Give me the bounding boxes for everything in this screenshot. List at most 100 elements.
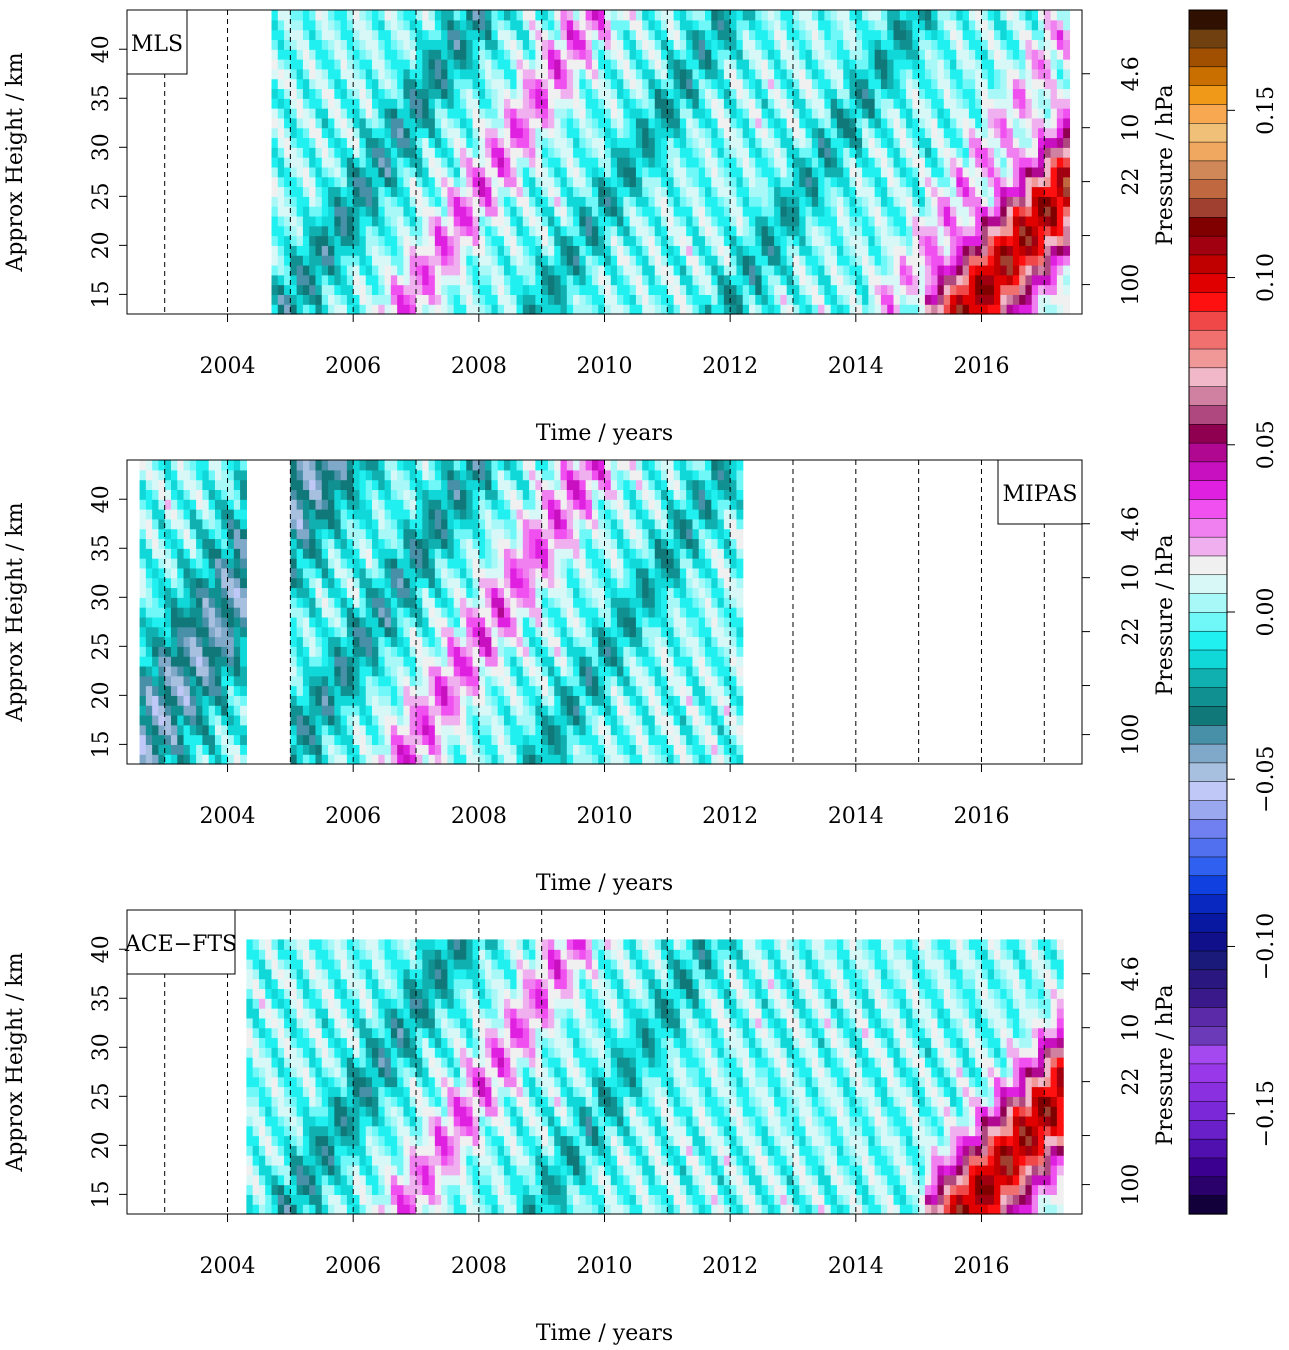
heatmap-cell [912,68,920,80]
heatmap-cell [422,304,430,315]
heatmap-cell [271,98,279,109]
heatmap-cell [749,157,756,168]
heatmap-cell [403,215,411,227]
heatmap-cell [962,274,970,286]
heatmap-cell [346,616,354,628]
heatmap-cell [365,147,373,158]
heatmap-cell [453,274,461,286]
heatmap-cell [384,675,392,687]
heatmap-cell [145,724,153,736]
heatmap-cell [227,548,235,559]
heatmap-cell [240,479,247,491]
heatmap-cell [227,509,235,520]
heatmap-cell [792,117,800,129]
heatmap-cell [629,19,637,31]
heatmap-cell [792,255,800,266]
heatmap-cell [811,304,819,315]
heatmap-cell [321,39,329,50]
heatmap-cell [654,127,662,139]
heatmap-cell [968,137,976,148]
heatmap-cell [170,479,178,491]
heatmap-cell [359,127,367,139]
heatmap-cell [943,127,951,139]
heatmap-cell [987,304,995,315]
heatmap-cell [353,284,361,295]
heatmap-cell [591,255,599,266]
heatmap-cell [497,19,505,31]
heatmap-cell [862,284,869,295]
heatmap-cell [573,98,580,109]
heatmap-cell [466,225,474,237]
heatmap-cell [315,607,323,618]
heatmap-cell [1000,147,1008,158]
heatmap-cell [849,264,857,276]
heatmap-cell [887,68,895,80]
heatmap-cell [353,108,361,119]
heatmap-cell [466,29,474,41]
heatmap-cell [1056,127,1064,139]
heatmap-cell [711,137,719,148]
heatmap-cell [541,215,549,227]
heatmap-cell [642,294,650,305]
heatmap-cell [503,294,511,305]
heatmap-cell [566,176,574,188]
heatmap-cell [566,157,574,168]
heatmap-cell [547,137,555,148]
heatmap-cell [617,264,624,276]
heatmap-cell [321,49,329,60]
heatmap-cell [679,186,687,197]
heatmap-cell [196,518,203,530]
heatmap-cell [296,597,304,608]
heatmap-cell [296,509,304,520]
heatmap-cell [221,469,229,481]
heatmap-cell [836,235,844,246]
heatmap-cell [554,127,562,139]
heatmap-cell [340,538,348,549]
heatmap-cell [152,754,160,765]
heatmap-cell [372,255,379,266]
heatmap-cell [365,675,373,687]
heatmap-cell [1006,284,1014,295]
heatmap-cell [510,196,518,207]
heatmap-cell [403,29,411,41]
heatmap-cell [529,29,536,41]
heatmap-cell [818,176,826,188]
heatmap-cell [730,284,738,295]
heatmap-cell [799,284,807,295]
heatmap-cell [805,176,813,188]
heatmap-cell [277,215,285,227]
heatmap-cell [598,147,606,158]
heatmap-cell [893,29,901,41]
heatmap-cell [177,705,185,716]
heatmap-cell [975,206,983,217]
heatmap-cell [390,137,398,148]
heatmap-cell [397,147,405,158]
heatmap-cell [516,117,524,129]
heatmap-cell [328,705,335,716]
heatmap-cell [1050,255,1058,266]
heatmap-cell [742,235,750,246]
heatmap-cell [208,675,216,687]
heatmap-cell [880,225,888,237]
heatmap-cell [541,206,549,217]
heatmap-cell [824,255,832,266]
heatmap-cell [836,49,844,60]
heatmap-cell [880,10,888,21]
heatmap-cell [290,499,298,510]
heatmap-cell [302,215,310,227]
heatmap-cell [717,108,725,119]
heatmap-cell [943,137,951,148]
heatmap-cell [623,186,631,197]
heatmap-cell [284,127,291,139]
heatmap-cell [372,607,379,618]
heatmap-cell [893,245,901,256]
heatmap-cell [315,29,323,41]
heatmap-cell [1019,137,1027,148]
heatmap-cell [422,88,430,99]
heatmap-cell [353,675,361,687]
heatmap-cell [529,176,536,188]
heatmap-cell [466,147,474,158]
heatmap-cell [497,215,505,227]
heatmap-cell [522,206,530,217]
heatmap-cell [340,685,348,696]
